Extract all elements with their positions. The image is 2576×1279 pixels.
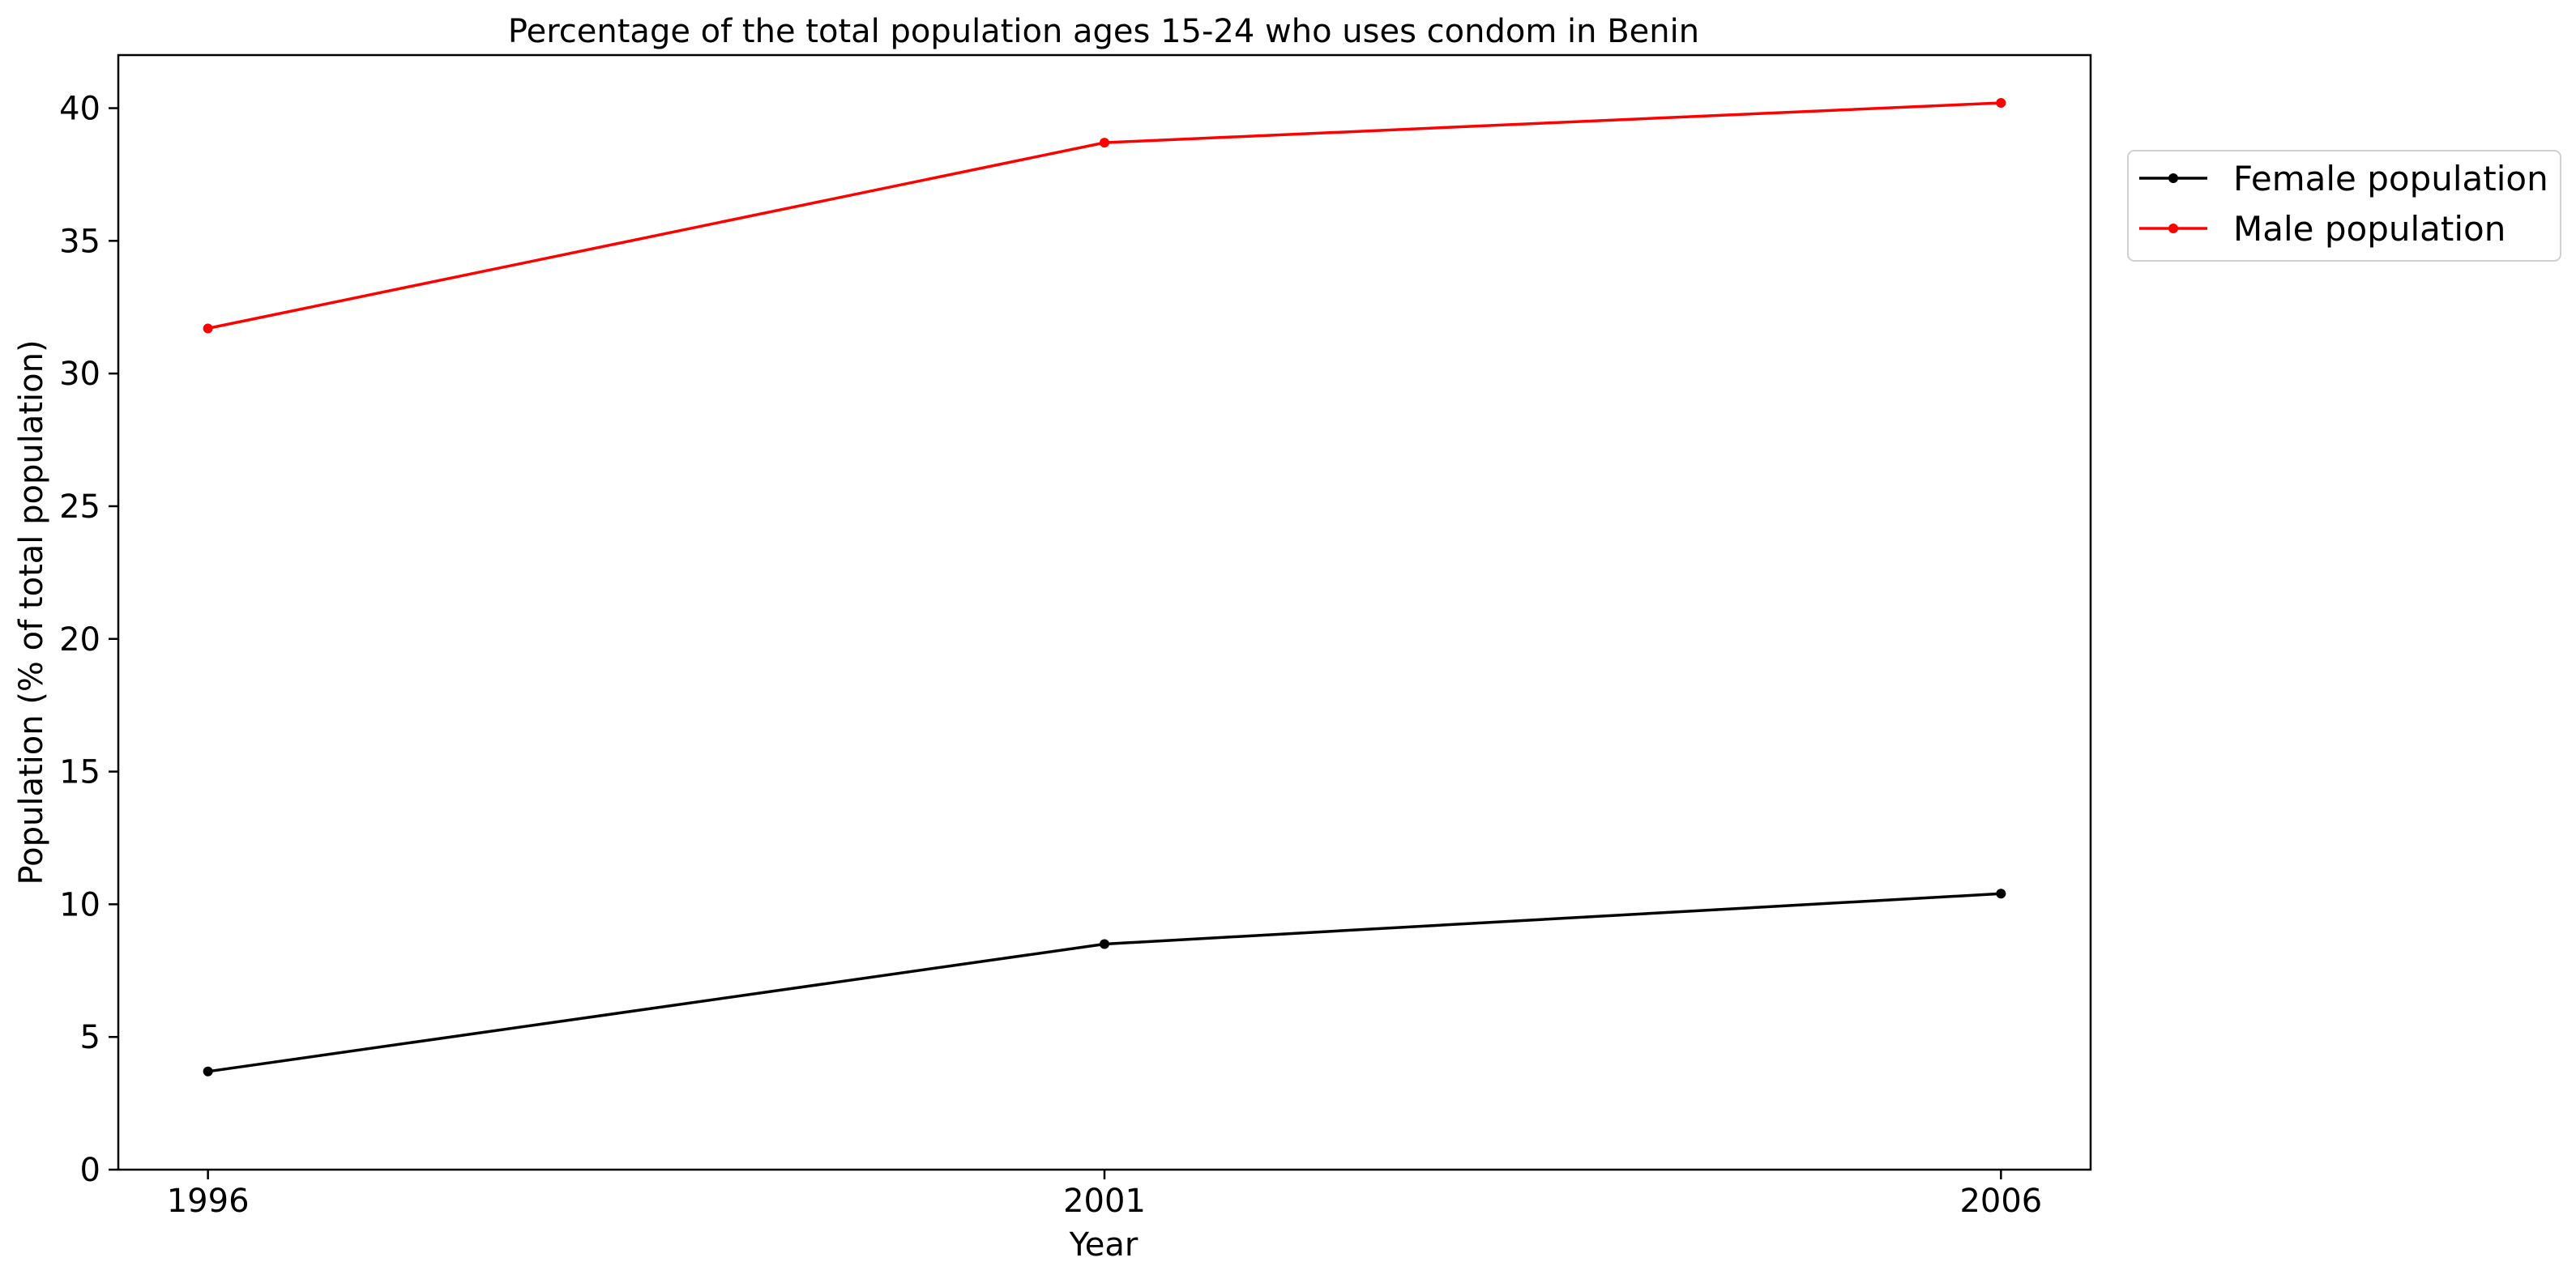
x-axis-label: Year (1069, 1226, 1138, 1264)
legend: Female population Male population (2127, 150, 2561, 262)
y-tick-label: 10 (59, 886, 100, 923)
legend-frame (2127, 150, 2561, 262)
x-axis: 1996 2001 2006 (167, 1170, 2042, 1220)
series-line-0 (207, 892, 2001, 1073)
data-point-1-1 (1100, 138, 1109, 148)
y-tick-label: 0 (80, 1152, 100, 1189)
legend-marker (2168, 173, 2178, 183)
y-tick-label: 15 (59, 754, 100, 791)
y-tick-label: 30 (59, 356, 100, 393)
plot-area-frame (117, 53, 2092, 1171)
data-point-0-2 (1996, 889, 2006, 899)
series-line-1 (207, 101, 2001, 330)
data-point-1-2 (1996, 97, 2006, 108)
legend-label: Male population (2233, 209, 2506, 249)
y-tick-label: 35 (59, 223, 100, 260)
data-point-0-1 (1100, 939, 1109, 949)
series-layer (203, 97, 2006, 1076)
y-tick-label: 40 (59, 91, 100, 128)
chart-title: Percentage of the total population ages … (508, 13, 1699, 50)
x-tick-label: 2001 (1063, 1183, 1146, 1220)
y-tick-label: 5 (80, 1019, 100, 1056)
y-axis: 0 5 10 15 20 25 30 35 40 (59, 91, 118, 1189)
y-axis-label: Population (% of total population) (13, 339, 50, 885)
data-point-0-0 (203, 1066, 213, 1076)
x-tick-label: 1996 (167, 1183, 250, 1220)
legend-label: Female population (2233, 159, 2548, 198)
legend-marker (2168, 224, 2178, 233)
y-tick-label: 20 (59, 621, 100, 659)
data-point-1-0 (203, 323, 213, 334)
x-tick-label: 2006 (1959, 1183, 2042, 1220)
y-tick-label: 25 (59, 488, 100, 526)
